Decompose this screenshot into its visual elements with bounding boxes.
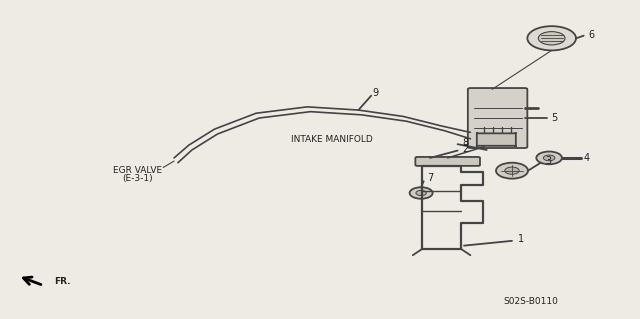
Text: INTAKE MANIFOLD: INTAKE MANIFOLD xyxy=(291,135,372,144)
Text: 7: 7 xyxy=(428,173,434,183)
FancyBboxPatch shape xyxy=(468,88,527,148)
Circle shape xyxy=(410,187,433,199)
Text: FR.: FR. xyxy=(54,277,71,286)
Circle shape xyxy=(538,32,565,45)
FancyBboxPatch shape xyxy=(415,157,480,166)
Circle shape xyxy=(543,155,555,161)
Text: 6: 6 xyxy=(589,30,595,40)
Circle shape xyxy=(536,152,562,164)
Text: 2: 2 xyxy=(462,144,468,154)
Text: (E-3-1): (E-3-1) xyxy=(122,174,153,183)
Circle shape xyxy=(496,163,528,179)
Text: EGR VALVE: EGR VALVE xyxy=(113,166,162,175)
Circle shape xyxy=(505,167,519,174)
FancyBboxPatch shape xyxy=(477,132,516,147)
Text: 5: 5 xyxy=(552,113,558,123)
Text: S02S-B0110: S02S-B0110 xyxy=(504,297,559,306)
Text: 8: 8 xyxy=(462,138,468,148)
Text: 1: 1 xyxy=(518,234,525,244)
Text: 9: 9 xyxy=(372,88,379,99)
Text: 3: 3 xyxy=(545,156,552,166)
Text: 4: 4 xyxy=(584,153,590,163)
Circle shape xyxy=(416,190,426,196)
Circle shape xyxy=(527,26,576,50)
